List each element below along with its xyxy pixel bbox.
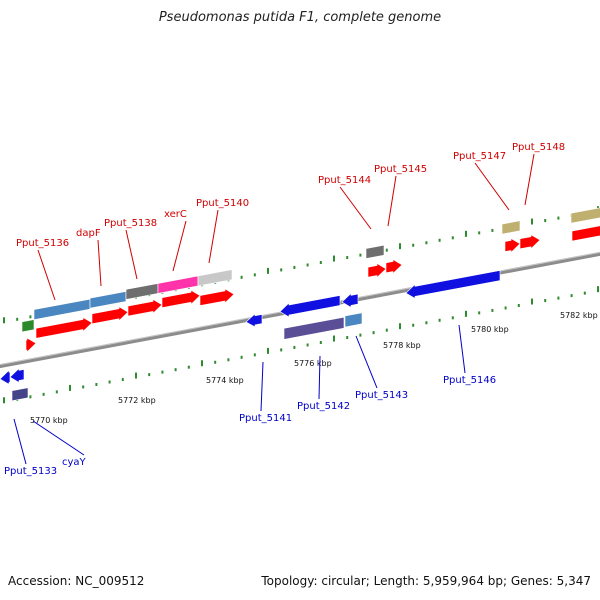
gene-label-plus: Pput_5136 <box>16 238 69 249</box>
gene-band <box>11 387 29 402</box>
cds-arrow <box>385 258 403 275</box>
label-leader <box>172 220 187 272</box>
gene-band <box>197 269 233 287</box>
gene-label-plus: dapF <box>76 228 101 239</box>
gene-label-minus: Pput_5143 <box>355 390 408 401</box>
topology-stats: Topology: circular; Length: 5,959,964 bp… <box>261 574 591 588</box>
gene-label-plus: Pput_5145 <box>374 164 427 175</box>
label-leader <box>458 324 466 374</box>
cds-arrow <box>245 313 263 328</box>
kbp-label: 5772 kbp <box>118 396 156 405</box>
gene-band <box>283 316 345 340</box>
gene-label-plus: Pput_5148 <box>512 142 565 153</box>
label-leader <box>524 153 535 206</box>
gene-features <box>0 207 600 402</box>
kbp-label: 5778 kbp <box>383 341 421 350</box>
gene-label-minus: Pput_5146 <box>443 375 496 386</box>
gene-band <box>365 244 385 259</box>
cds-arrow <box>9 367 25 383</box>
gene-label-minus: Pput_5133 <box>4 466 57 477</box>
label-leader <box>387 175 397 227</box>
label-leader <box>260 361 264 412</box>
gene-band <box>89 291 127 309</box>
cds-arrow <box>127 298 163 317</box>
label-leader <box>37 249 56 301</box>
cds-arrow <box>35 316 93 339</box>
label-leader <box>32 420 85 456</box>
gene-label-plus: xerC <box>164 209 187 220</box>
label-leader <box>13 418 27 465</box>
gene-label-minus: Pput_5141 <box>239 413 292 424</box>
label-leader <box>97 239 102 287</box>
label-leader <box>318 355 321 400</box>
cds-arrow <box>341 292 359 308</box>
label-leader <box>339 186 372 230</box>
cds-arrow <box>571 225 600 242</box>
gene-band <box>21 319 35 333</box>
cds-arrow <box>504 237 521 254</box>
kbp-label: 5776 kbp <box>294 359 332 368</box>
cds-arrow <box>161 289 201 309</box>
kbp-label: 5770 kbp <box>30 416 68 425</box>
cds-arrow <box>367 262 387 279</box>
cds-arrow <box>519 234 541 250</box>
gene-label-plus: Pput_5138 <box>104 218 157 229</box>
label-leader <box>208 209 219 264</box>
label-leader <box>125 229 138 280</box>
gene-label-minus: Pput_5142 <box>297 401 350 412</box>
label-leader <box>474 162 510 211</box>
kbp-label: 5774 kbp <box>206 376 244 385</box>
gene-label-minus: cyaY <box>62 457 87 468</box>
gene-band <box>501 220 521 235</box>
cds-arrow <box>0 369 11 385</box>
gene-band <box>570 207 600 224</box>
kbp-ruler: 5770 kbp 5772 kbp 5774 kbp 5776 kbp 5778 kbp… <box>30 311 598 425</box>
gene-label-plus: Pput_5144 <box>318 175 371 186</box>
cds-arrow <box>91 306 129 325</box>
kbp-label: 5782 kbp <box>560 311 598 320</box>
cds-arrow <box>405 270 501 299</box>
gene-band <box>344 312 363 328</box>
gene-band <box>33 298 91 321</box>
label-leader <box>355 335 378 389</box>
gene-label-plus: Pput_5147 <box>453 151 506 162</box>
gene-label-plus: Pput_5140 <box>196 198 249 209</box>
gene-band <box>125 283 159 300</box>
cds-arrow <box>279 295 341 318</box>
accession-text: Accession: NC_009512 <box>8 574 145 588</box>
kbp-label: 5780 kbp <box>471 325 509 334</box>
cds-arrow <box>25 337 37 353</box>
map-title: Pseudomonas putida F1, complete genome <box>158 10 442 25</box>
cds-arrow <box>199 288 235 306</box>
